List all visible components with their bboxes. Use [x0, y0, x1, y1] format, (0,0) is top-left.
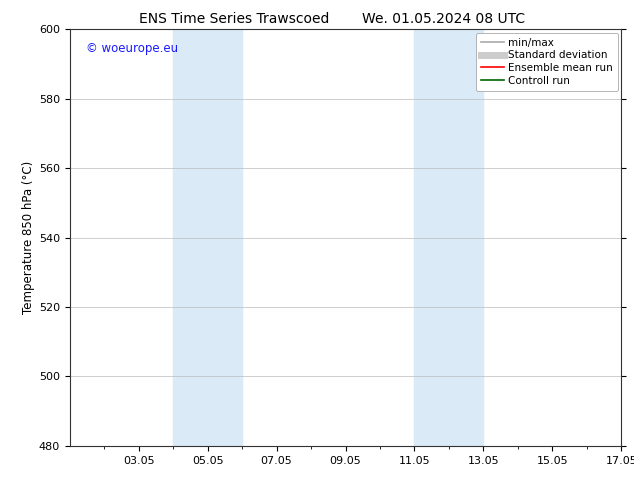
Legend: min/max, Standard deviation, Ensemble mean run, Controll run: min/max, Standard deviation, Ensemble me…: [476, 32, 618, 91]
Bar: [173, 29, 242, 446]
Y-axis label: Temperature 850 hPa (°C): Temperature 850 hPa (°C): [22, 161, 35, 314]
Text: ENS Time Series Trawscoed: ENS Time Series Trawscoed: [139, 12, 330, 26]
Text: We. 01.05.2024 08 UTC: We. 01.05.2024 08 UTC: [362, 12, 526, 26]
Text: © woeurope.eu: © woeurope.eu: [86, 42, 178, 55]
Bar: [415, 29, 483, 446]
